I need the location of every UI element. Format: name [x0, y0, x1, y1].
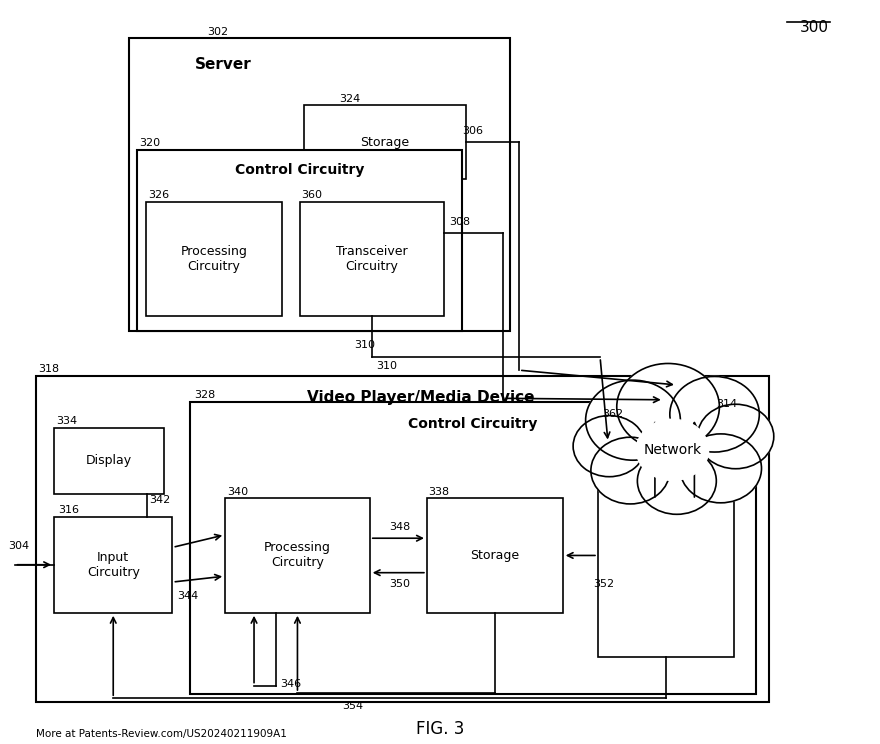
Bar	[190, 402, 756, 694]
Circle shape	[617, 364, 719, 450]
Text: Storage: Storage	[361, 135, 410, 149]
Text: 328: 328	[194, 390, 216, 400]
Text: 302: 302	[208, 27, 229, 37]
Bar	[146, 202, 282, 316]
Text: Input
Circuitry: Input Circuitry	[87, 551, 140, 579]
Text: FIG. 3: FIG. 3	[416, 720, 464, 738]
Text: Server: Server	[194, 57, 251, 72]
Text: More at Patents-Review.com/US20240211909A1: More at Patents-Review.com/US20240211909…	[36, 729, 288, 739]
Circle shape	[680, 434, 761, 503]
Bar	[300, 202, 444, 316]
Text: 346: 346	[280, 679, 301, 689]
Text: 344: 344	[177, 591, 198, 600]
Bar	[304, 105, 466, 179]
Text: 360: 360	[301, 190, 322, 200]
Bar	[225, 498, 370, 613]
Circle shape	[585, 380, 680, 461]
Text: Transceiver
Circuitry: Transceiver Circuitry	[336, 245, 407, 273]
Bar	[128, 39, 510, 331]
Bar	[54, 516, 172, 613]
Text: 354: 354	[342, 702, 363, 711]
Text: Network: Network	[643, 443, 701, 457]
Text: 350: 350	[390, 579, 411, 589]
Text: 348: 348	[390, 522, 411, 532]
Bar	[137, 150, 462, 331]
Text: 310: 310	[355, 340, 376, 350]
Text: 310: 310	[377, 361, 398, 371]
Text: Storage: Storage	[470, 549, 519, 562]
Text: 304: 304	[9, 541, 30, 551]
Text: 352: 352	[593, 579, 614, 589]
Circle shape	[698, 404, 774, 469]
Text: 334: 334	[55, 416, 77, 426]
Text: Video Player/Media Device: Video Player/Media Device	[306, 391, 534, 405]
Bar	[36, 376, 769, 702]
Circle shape	[670, 376, 759, 452]
Circle shape	[573, 416, 646, 477]
Text: 340: 340	[227, 487, 248, 496]
Text: 342: 342	[150, 496, 171, 505]
Text: Control Circuitry: Control Circuitry	[408, 417, 538, 431]
Text: Processing
Circuitry: Processing Circuitry	[264, 542, 331, 569]
Text: Display: Display	[85, 455, 132, 467]
Text: 318: 318	[38, 365, 59, 374]
Text: 308: 308	[449, 217, 470, 227]
Text: 320: 320	[139, 138, 160, 148]
Bar	[54, 428, 164, 494]
Text: Control Circuitry: Control Circuitry	[235, 164, 364, 177]
Text: 326: 326	[148, 190, 169, 200]
Text: 362: 362	[602, 408, 623, 419]
Text: 338: 338	[429, 487, 450, 496]
Text: Processing
Circuitry: Processing Circuitry	[180, 245, 247, 273]
Bar	[427, 498, 563, 613]
Bar	[598, 420, 734, 658]
Text: 314: 314	[716, 399, 737, 409]
Circle shape	[590, 437, 670, 504]
Circle shape	[637, 448, 716, 514]
Text: 316: 316	[58, 505, 79, 515]
Text: 306: 306	[462, 126, 483, 136]
Text: 324: 324	[339, 94, 361, 103]
Circle shape	[636, 420, 708, 481]
Text: 300: 300	[800, 20, 829, 35]
